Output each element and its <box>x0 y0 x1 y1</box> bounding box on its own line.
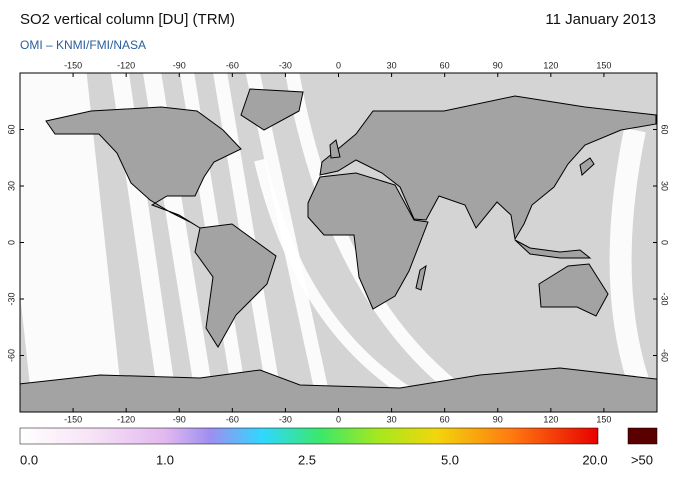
antarctica <box>20 367 657 412</box>
y-tick-label: 60 <box>660 124 670 134</box>
x-tick-label: -90 <box>173 414 186 424</box>
madagascar <box>415 264 427 291</box>
colorbar-label: 0.0 <box>20 452 38 467</box>
tick-layer: -150 -150 -120 -120 -90 -90 -60 -60 -30 -30 0 0 30 30… <box>6 60 669 467</box>
x-tick-label: 120 <box>543 414 558 424</box>
colorbar <box>19 427 599 445</box>
x-tick-label: -90 <box>173 60 186 70</box>
x-tick-label: -30 <box>279 60 292 70</box>
eurasia <box>319 95 657 241</box>
map <box>20 73 657 412</box>
africa <box>307 172 429 310</box>
y-tick-label: -30 <box>6 292 16 305</box>
colorbar-label: 1.0 <box>156 452 174 467</box>
y-tick-label: 0 <box>660 240 670 245</box>
y-tick-label: 30 <box>6 181 16 191</box>
y-tick-label: 0 <box>6 240 16 245</box>
british-isles <box>329 139 341 159</box>
x-tick-label: 0 <box>336 414 341 424</box>
y-tick-label: 30 <box>660 181 670 191</box>
colorbar-overflow <box>627 427 658 445</box>
title: SO2 vertical column [DU] (TRM) <box>20 11 235 28</box>
x-tick-label: 150 <box>596 60 611 70</box>
x-tick-label: -150 <box>64 60 82 70</box>
x-tick-label: -60 <box>226 60 239 70</box>
x-tick-label: 30 <box>387 414 397 424</box>
y-tick-label: 60 <box>6 124 16 134</box>
x-tick-label: 150 <box>596 414 611 424</box>
south-america <box>194 223 277 348</box>
colorbar-label: 2.5 <box>298 452 316 467</box>
indonesia <box>514 239 592 259</box>
north-america <box>45 106 242 229</box>
x-tick-label: 120 <box>543 60 558 70</box>
date: 11 January 2013 <box>545 11 656 28</box>
x-tick-label: 30 <box>387 60 397 70</box>
japan <box>579 157 595 176</box>
x-tick-label: 60 <box>440 60 450 70</box>
colorbar-label: 5.0 <box>441 452 459 467</box>
x-tick-label: -60 <box>226 414 239 424</box>
greenland <box>240 88 304 131</box>
x-tick-label: 0 <box>336 60 341 70</box>
x-tick-label: -120 <box>117 60 135 70</box>
y-tick-label: -30 <box>660 292 670 305</box>
x-tick-label: -150 <box>64 414 82 424</box>
y-tick-label: -60 <box>660 349 670 362</box>
colorbar-label: 20.0 <box>582 452 607 467</box>
australia <box>538 263 609 317</box>
x-tick-label: 60 <box>440 414 450 424</box>
credit: OMI – KNMI/FMI/NASA <box>20 38 146 52</box>
colorbar-label: >50 <box>631 452 653 467</box>
x-tick-label: -30 <box>279 414 292 424</box>
y-tick-label: -60 <box>6 349 16 362</box>
x-tick-label: -120 <box>117 414 135 424</box>
x-tick-label: 90 <box>493 60 503 70</box>
landmasses <box>20 88 657 412</box>
x-tick-label: 90 <box>493 414 503 424</box>
